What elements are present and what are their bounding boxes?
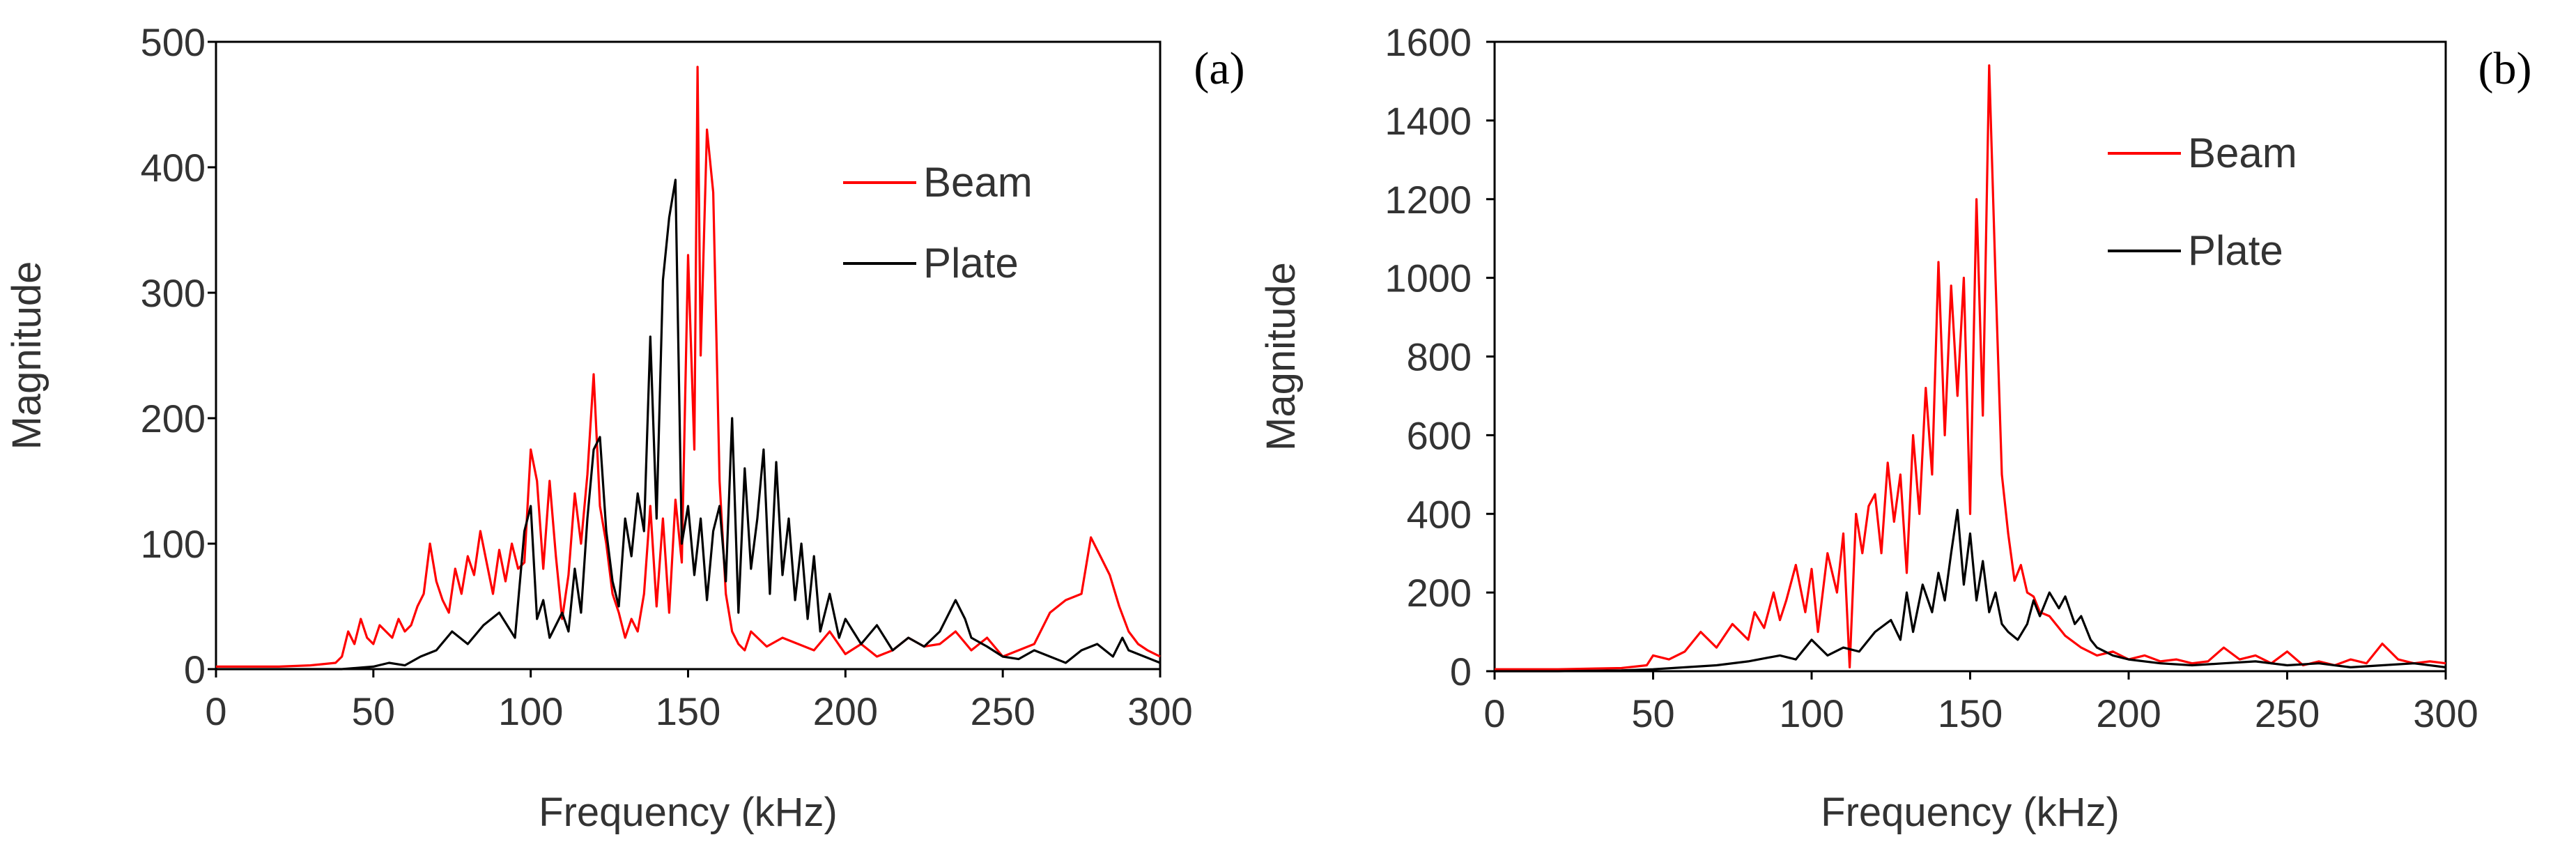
x-tick-label: 150: [656, 689, 720, 733]
y-axis-title: Magnitude: [1258, 262, 1304, 451]
y-tick-label: 100: [141, 522, 206, 566]
x-tick-label: 100: [1779, 691, 1844, 735]
y-axis-title: Magnitude: [4, 261, 49, 450]
y-tick-label: 1400: [1385, 99, 1472, 143]
x-axis-title: Frequency (kHz): [1821, 790, 2120, 835]
x-tick-label: 50: [1631, 691, 1674, 735]
y-tick-label: 200: [1407, 571, 1472, 615]
plot-frame: [1493, 40, 2447, 673]
x-tick-label: 50: [352, 689, 395, 733]
legend-label-beam: Beam: [923, 159, 1033, 206]
y-tick-label: 400: [1407, 492, 1472, 536]
x-tick-label: 0: [1483, 691, 1505, 735]
plot-frame: [215, 40, 1162, 671]
x-tick-label: 0: [205, 689, 226, 733]
series-line-beam: [216, 66, 1161, 668]
chart-panel-a: 0 50 100 150 200 250 300 0 100 200 300 400 500 Freque…: [4, 20, 1245, 835]
y-tick-label: 1200: [1385, 178, 1472, 222]
legend-label-beam: Beam: [2188, 130, 2297, 176]
panel-label: (a): [1194, 43, 1244, 94]
series-line-plate: [216, 178, 1161, 671]
y-tick-label: 800: [1407, 335, 1472, 379]
x-tick-label: 200: [2096, 691, 2161, 735]
y-tick-label: 0: [184, 648, 206, 691]
y-tick-label: 600: [1407, 413, 1472, 457]
x-tick-label: 150: [1938, 691, 2003, 735]
y-tick-label: 0: [1450, 650, 1472, 694]
x-tick-label: 300: [1127, 689, 1192, 733]
y-tick-label: 300: [141, 271, 206, 315]
panel-label: (b): [2478, 43, 2532, 94]
y-tick-label: 1000: [1385, 256, 1472, 300]
legend-label-plate: Plate: [2188, 227, 2283, 274]
chart-panel-b: 0 50 100 150 200 250 300 0 200 400 600 800 1000 1200 1…: [1258, 20, 2531, 835]
y-tick-label: 500: [141, 20, 206, 64]
x-tick-label: 250: [970, 689, 1035, 733]
x-axis-title: Frequency (kHz): [539, 790, 838, 835]
x-tick-label: 250: [2255, 691, 2320, 735]
x-tick-label: 300: [2413, 691, 2478, 735]
series-line-beam: [1495, 64, 2446, 671]
y-tick-label: 1600: [1385, 20, 1472, 64]
x-tick-label: 100: [498, 689, 563, 733]
x-tick-label: 200: [813, 689, 878, 733]
y-tick-label: 400: [141, 146, 206, 190]
legend-label-plate: Plate: [923, 240, 1019, 286]
y-tick-label: 200: [141, 397, 206, 441]
series-line-plate: [1495, 508, 2446, 673]
